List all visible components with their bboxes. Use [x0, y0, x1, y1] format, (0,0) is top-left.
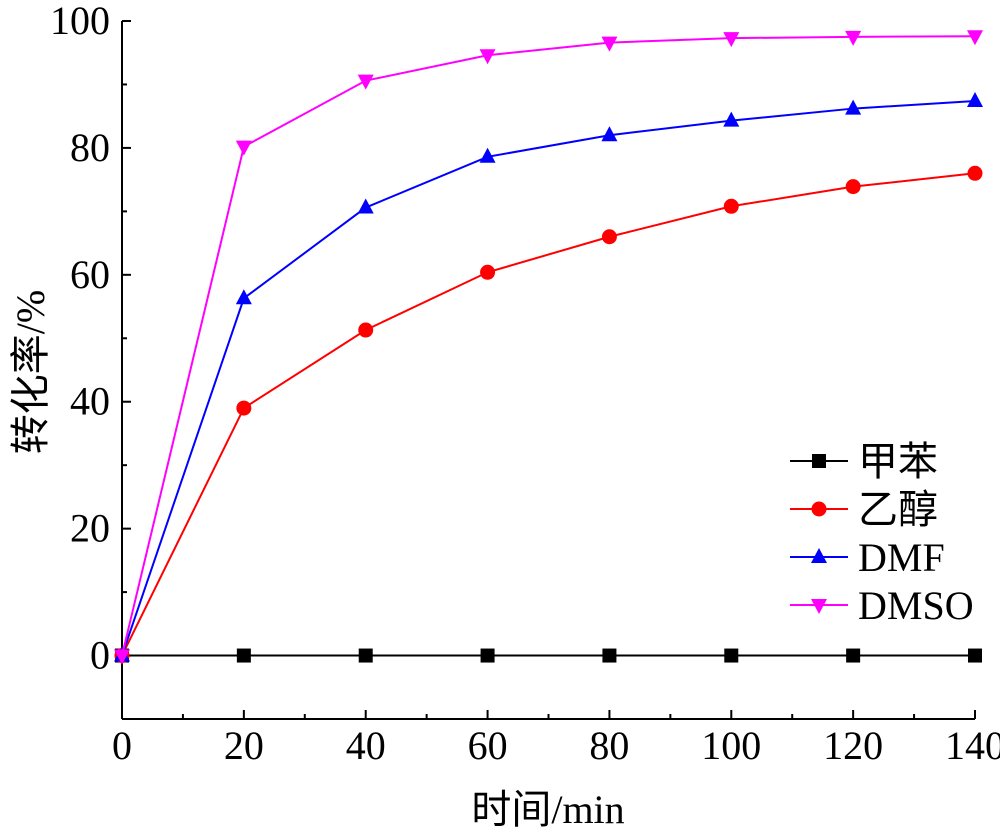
legend-label: DMSO	[858, 583, 974, 628]
y-tick-label: 100	[50, 0, 110, 43]
data-point	[235, 289, 252, 305]
legend-item: DMF	[790, 535, 945, 580]
y-tick-label: 0	[90, 633, 110, 678]
data-point	[357, 74, 374, 90]
data-point	[845, 179, 861, 195]
y-axis-title: 转化率/%	[8, 290, 53, 454]
series-1	[114, 165, 983, 664]
x-tick-label: 120	[823, 723, 883, 768]
data-point	[967, 91, 983, 107]
data-point	[357, 198, 374, 214]
legend-marker	[811, 599, 827, 614]
y-tick-label: 20	[70, 506, 110, 551]
data-point	[601, 126, 618, 142]
data-point	[845, 99, 862, 115]
data-point	[479, 49, 496, 65]
data-point	[724, 648, 739, 663]
x-tick-label: 20	[224, 723, 264, 768]
data-point	[602, 648, 617, 663]
axes: 0 20 40 60 80 100 0 20 40 60 80 100 120 140	[50, 0, 1000, 768]
legend-item: 乙醇	[790, 487, 938, 532]
series-group	[114, 30, 983, 665]
x-tick-label: 140	[945, 723, 1000, 768]
data-point	[967, 30, 983, 46]
data-point	[358, 648, 373, 663]
legend-marker	[811, 548, 827, 563]
series-line	[121, 172, 976, 656]
data-point	[479, 147, 496, 163]
data-point	[480, 264, 496, 280]
series-2	[114, 91, 983, 662]
data-point	[358, 322, 374, 338]
x-tick-label: 60	[468, 723, 508, 768]
data-point	[114, 649, 130, 665]
series-0	[115, 648, 982, 663]
legend-label: DMF	[858, 535, 945, 580]
data-point	[968, 648, 982, 663]
series-line	[121, 35, 976, 656]
data-point	[236, 648, 251, 663]
legend-item: DMSO	[790, 583, 974, 628]
legend-label: 乙醇	[858, 487, 938, 532]
data-point	[480, 648, 495, 663]
x-tick-label: 100	[701, 723, 761, 768]
series-3	[114, 30, 983, 665]
data-point	[846, 648, 861, 663]
data-point	[723, 32, 740, 48]
y-tick-label: 60	[70, 252, 110, 297]
legend-marker	[812, 454, 826, 468]
x-tick-label: 40	[346, 723, 386, 768]
legend-marker	[811, 501, 827, 517]
x-axis-title: 时间/min	[471, 787, 624, 832]
data-point	[723, 111, 740, 127]
y-tick-label: 40	[70, 379, 110, 424]
data-point	[236, 400, 252, 416]
data-point	[601, 36, 618, 52]
data-point	[601, 229, 617, 245]
data-point	[845, 30, 862, 46]
series-line	[121, 99, 976, 656]
legend-label: 甲苯	[858, 439, 938, 484]
y-tick-label: 80	[70, 125, 110, 170]
x-tick-label: 0	[112, 723, 132, 768]
data-point	[723, 198, 739, 214]
data-point	[235, 140, 252, 156]
data-point	[967, 165, 983, 181]
legend-item: 甲苯	[790, 439, 938, 484]
x-tick-label: 80	[589, 723, 629, 768]
